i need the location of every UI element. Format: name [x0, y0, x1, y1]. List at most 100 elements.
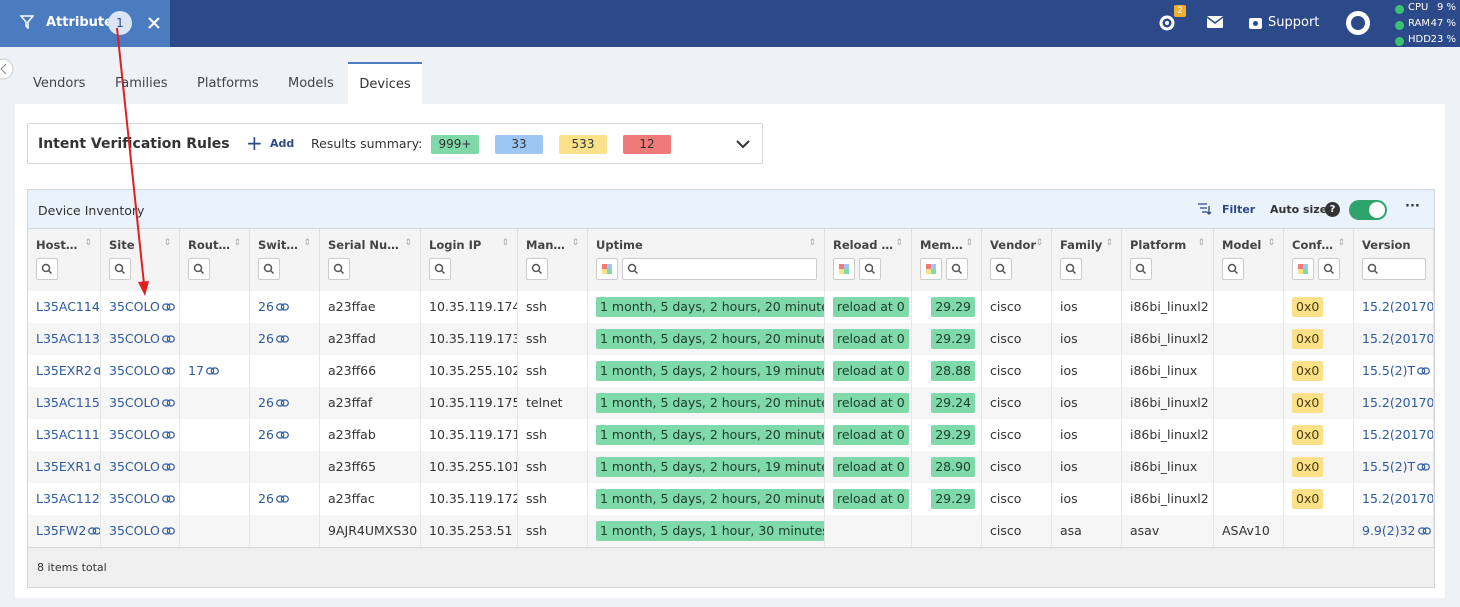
cell-link[interactable]: L35EXR2	[36, 363, 92, 378]
cell-link[interactable]: L35AC111	[36, 427, 100, 442]
table-row[interactable]: L35AC112 35COLO 26 a23ffac 10.35.119.172 ssh 1…	[28, 483, 1434, 515]
color-filter[interactable]	[1292, 258, 1314, 280]
expand-icon[interactable]	[735, 138, 751, 150]
tab[interactable]: Vendors	[33, 76, 86, 91]
summary-badge[interactable]: 533	[559, 135, 607, 154]
column-title[interactable]: Family	[1060, 238, 1103, 252]
cell-link[interactable]: 9.9(2)32	[1362, 523, 1416, 538]
cell-link[interactable]: 35COLO	[109, 491, 160, 506]
column-title[interactable]: Model	[1222, 238, 1262, 252]
search-box[interactable]	[526, 258, 548, 280]
table-row[interactable]: L35AC113 35COLO 26 a23ffad 10.35.119.173 ssh 1…	[28, 323, 1434, 355]
search-box[interactable]	[109, 258, 131, 280]
sort-icon[interactable]: ⇕	[404, 238, 412, 248]
filter-button[interactable]: Filter	[1222, 203, 1256, 216]
summary-badge[interactable]: 12	[623, 135, 671, 154]
table-row[interactable]: L35EXR1 35COLO a23ff65 10.35.255.101 ssh 1 mo…	[28, 451, 1434, 483]
tab[interactable]: Families	[115, 76, 168, 91]
filter-tab[interactable]: Attribute 1	[0, 0, 170, 47]
search-box[interactable]	[990, 258, 1012, 280]
cell-link[interactable]: 26	[258, 395, 274, 410]
search-box[interactable]	[859, 258, 881, 280]
search-box[interactable]	[1222, 258, 1244, 280]
search-box[interactable]	[429, 258, 451, 280]
search-box[interactable]	[1130, 258, 1152, 280]
sort-icon[interactable]: ⇕	[84, 238, 92, 248]
auto-size-toggle[interactable]	[1349, 200, 1387, 220]
tab-active[interactable]: Devices	[348, 62, 422, 104]
cell-link[interactable]: 15.2(201708	[1362, 427, 1434, 442]
color-filter[interactable]	[833, 258, 855, 280]
tab[interactable]: Platforms	[197, 76, 259, 91]
summary-badge[interactable]: 999+	[431, 135, 479, 154]
cell-link[interactable]: L35AC115	[36, 395, 100, 410]
cell-link[interactable]: L35AC114	[36, 299, 100, 314]
cell-link[interactable]: L35EXR1	[36, 459, 92, 474]
column-title[interactable]: Conf…	[1292, 238, 1334, 252]
cell-link[interactable]: 35COLO	[109, 427, 160, 442]
table-row[interactable]: L35AC114 35COLO 26 a23ffae 10.35.119.174 ssh 1…	[28, 291, 1434, 323]
cell-link[interactable]: L35AC112	[36, 491, 100, 506]
column-title[interactable]: Login IP	[429, 238, 482, 252]
column-title[interactable]: Serial Nu…	[328, 238, 399, 252]
search-box[interactable]	[188, 258, 210, 280]
cell-link[interactable]: 15.2(201708	[1362, 395, 1434, 410]
sort-icon[interactable]: ⇕	[1035, 238, 1043, 248]
search-box[interactable]	[622, 258, 817, 280]
cell-link[interactable]: 26	[258, 491, 274, 506]
cell-link[interactable]: 15.5(2)T	[1362, 459, 1416, 474]
sort-icon[interactable]: ⇕	[1337, 238, 1345, 248]
column-title[interactable]: Mem…	[920, 238, 963, 252]
cell-link[interactable]: 35COLO	[109, 299, 160, 314]
column-title[interactable]: Rout…	[188, 238, 230, 252]
sort-icon[interactable]: ⇕	[1105, 238, 1113, 248]
color-filter[interactable]	[596, 258, 618, 280]
column-title[interactable]: Vendor	[990, 238, 1037, 252]
search-box[interactable]	[36, 258, 58, 280]
sort-icon[interactable]: ⇕	[965, 238, 973, 248]
search-box[interactable]	[258, 258, 280, 280]
summary-badge[interactable]: 33	[495, 135, 543, 154]
collapse-button[interactable]	[0, 58, 14, 80]
color-filter[interactable]	[920, 258, 942, 280]
tab[interactable]: Models	[288, 76, 334, 91]
cell-link[interactable]: 35COLO	[109, 523, 160, 538]
table-row[interactable]: L35AC111 35COLO 26 a23ffab 10.35.119.171 ssh 1…	[28, 419, 1434, 451]
mail-icon[interactable]	[1207, 16, 1223, 28]
cell-link[interactable]: 26	[258, 299, 274, 314]
cell-link[interactable]: 15.2(201708	[1362, 491, 1434, 506]
cell-link[interactable]: L35FW2	[36, 523, 87, 538]
cell-link[interactable]: 26	[258, 331, 274, 346]
column-title[interactable]: Site	[109, 238, 135, 252]
table-row[interactable]: L35AC115 35COLO 26 a23ffaf 10.35.119.175 teln…	[28, 387, 1434, 419]
cell-link[interactable]: L35AC113	[36, 331, 100, 346]
cell-link[interactable]: 35COLO	[109, 395, 160, 410]
search-box[interactable]	[1362, 258, 1426, 280]
table-row[interactable]: L35FW2 35COLO 9AJR4UMXS30 10.35.253.51 ssh 1 …	[28, 515, 1434, 547]
support-icon[interactable]	[1248, 15, 1263, 30]
settings-icon[interactable]	[1157, 12, 1179, 34]
cell-link[interactable]: 35COLO	[109, 459, 160, 474]
cell-link[interactable]: 35COLO	[109, 363, 160, 378]
sort-icon[interactable]: ⇕	[808, 238, 816, 248]
more-menu[interactable]: ···	[1405, 199, 1420, 214]
search-box[interactable]	[328, 258, 350, 280]
search-box[interactable]	[1060, 258, 1082, 280]
cell-link[interactable]: 15.2(201708	[1362, 299, 1434, 314]
column-title[interactable]: Man…	[526, 238, 565, 252]
sort-icon[interactable]: ⇕	[233, 238, 241, 248]
sort-icon[interactable]: ⇕	[163, 238, 171, 248]
cell-link[interactable]: 15.5(2)T	[1362, 363, 1416, 378]
column-title[interactable]: Swit…	[258, 238, 298, 252]
search-box[interactable]	[946, 258, 968, 280]
sort-icon[interactable]: ⇕	[571, 238, 579, 248]
search-box[interactable]	[1318, 258, 1340, 280]
support-link[interactable]: Support	[1268, 15, 1320, 30]
cell-link[interactable]: 35COLO	[109, 331, 160, 346]
add-icon[interactable]: +	[246, 131, 263, 155]
column-title[interactable]: Version	[1362, 238, 1411, 252]
add-button[interactable]: Add	[270, 137, 295, 150]
cell-link[interactable]: 15.2(201708	[1362, 331, 1434, 346]
sort-icon[interactable]: ⇕	[1197, 238, 1205, 248]
sort-icon[interactable]: ⇕	[501, 238, 509, 248]
